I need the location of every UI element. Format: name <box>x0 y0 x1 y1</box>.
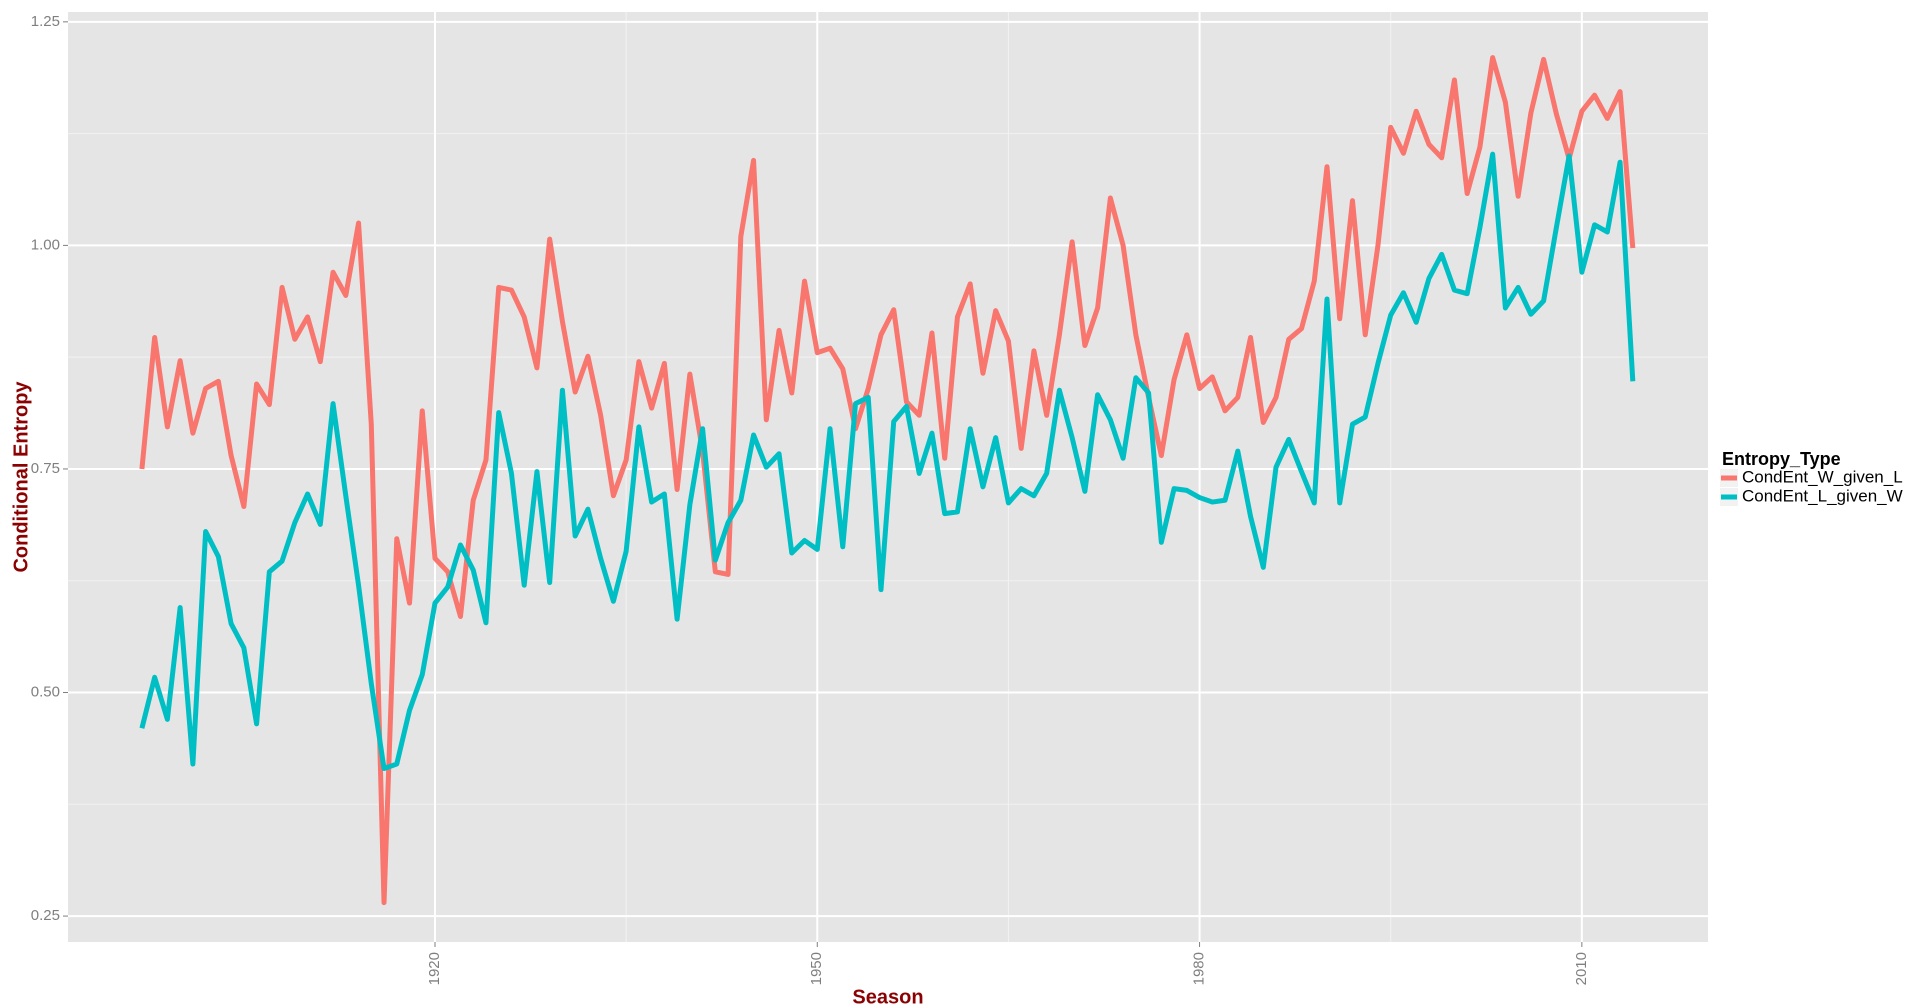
series-line <box>139 151 1636 772</box>
legend-label: CondEnt_W_given_L <box>1742 467 1903 486</box>
y-tick-label: 1.25 <box>31 13 60 30</box>
series-line <box>139 55 1636 906</box>
y-tick-label: 0.25 <box>31 907 60 924</box>
legend-title: Entropy_Type <box>1722 449 1841 469</box>
y-tick-label: 1.00 <box>31 236 60 253</box>
y-tick-label: 0.75 <box>31 460 60 477</box>
x-tick-label: 2010 <box>1573 952 1590 985</box>
x-axis-title: Season <box>852 986 923 1005</box>
y-tick-label: 0.50 <box>31 683 60 700</box>
x-tick-label: 1980 <box>1191 952 1208 985</box>
x-tick-label: 1950 <box>808 952 825 985</box>
y-axis-title: Conditional Entropy <box>10 381 32 573</box>
legend-label: CondEnt_L_given_W <box>1742 486 1903 505</box>
x-tick-label: 1920 <box>426 952 443 985</box>
